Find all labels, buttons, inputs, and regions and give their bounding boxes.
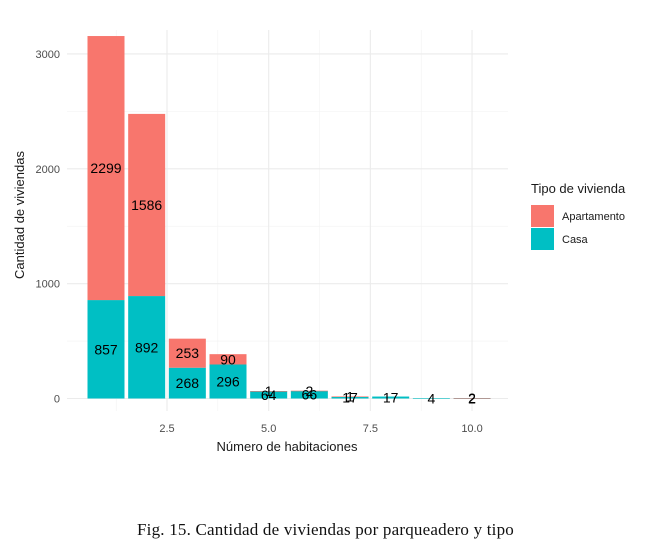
legend-swatch-apartamento xyxy=(531,205,554,227)
bar-casa xyxy=(250,391,288,399)
label-casa: 17 xyxy=(383,390,399,406)
bar-apartamento xyxy=(453,398,491,399)
label-apartamento: 2 xyxy=(305,383,313,399)
bar-apartamento xyxy=(290,390,328,392)
legend: Tipo de vivienda Apartamento Casa xyxy=(531,181,626,250)
label-casa: 892 xyxy=(135,339,159,355)
label-casa: 4 xyxy=(427,390,435,406)
label-casa: 296 xyxy=(216,374,240,390)
label-apartamento: 1 xyxy=(346,388,354,404)
x-tick-label: 10.0 xyxy=(461,423,482,435)
grid-lines xyxy=(67,30,508,411)
label-casa: 64 xyxy=(261,387,277,403)
label-casa: 17 xyxy=(342,390,358,406)
label-apartamento: 90 xyxy=(220,351,236,367)
bar-apartamento xyxy=(209,354,247,365)
label-apartamento: 1 xyxy=(265,383,273,399)
bars xyxy=(87,36,491,399)
bar-casa xyxy=(290,390,328,399)
y-tick-label: 0 xyxy=(54,394,60,406)
y-tick-label: 1000 xyxy=(36,279,60,291)
bar-apartamento xyxy=(250,391,288,392)
x-tick-label: 7.5 xyxy=(363,423,378,435)
x-tick-label: 5.0 xyxy=(261,423,276,435)
y-axis-title: Cantidad de viviendas xyxy=(12,151,27,279)
legend-label-apartamento: Apartamento xyxy=(562,211,625,223)
axes: 0 1000 2000 3000 2.5 5.0 7.5 10.0 xyxy=(36,49,483,435)
bar-casa xyxy=(372,396,410,399)
label-apartamento: 253 xyxy=(176,345,200,361)
x-tick-label: 2.5 xyxy=(159,423,174,435)
label-casa: 857 xyxy=(94,341,118,357)
bar-apartamento xyxy=(87,36,125,301)
label-apartamento: 1586 xyxy=(131,197,162,213)
bar-apartamento xyxy=(128,113,166,297)
y-tick-label: 3000 xyxy=(36,49,60,61)
bar-casa xyxy=(412,398,450,399)
label-casa: 2 xyxy=(468,390,476,406)
bar-casa xyxy=(168,367,206,399)
bar-casa xyxy=(331,396,369,399)
bar-casa xyxy=(128,296,166,399)
bar-apartamento xyxy=(331,396,369,398)
legend-title: Tipo de vivienda xyxy=(531,181,626,196)
y-tick-label: 2000 xyxy=(36,164,60,176)
label-casa: 66 xyxy=(302,387,318,403)
figure-caption: Fig. 15. Cantidad de viviendas por parqu… xyxy=(137,520,514,539)
bar-casa xyxy=(209,364,247,399)
bar-apartamento xyxy=(168,338,206,368)
legend-label-casa: Casa xyxy=(562,234,589,246)
legend-swatch-casa xyxy=(531,228,554,250)
label-casa: 268 xyxy=(176,375,200,391)
label-apartamento: 2 xyxy=(468,390,476,406)
x-axis-title: Número de habitaciones xyxy=(217,439,358,454)
label-apartamento: 2299 xyxy=(90,160,121,176)
bar-casa xyxy=(87,300,125,399)
